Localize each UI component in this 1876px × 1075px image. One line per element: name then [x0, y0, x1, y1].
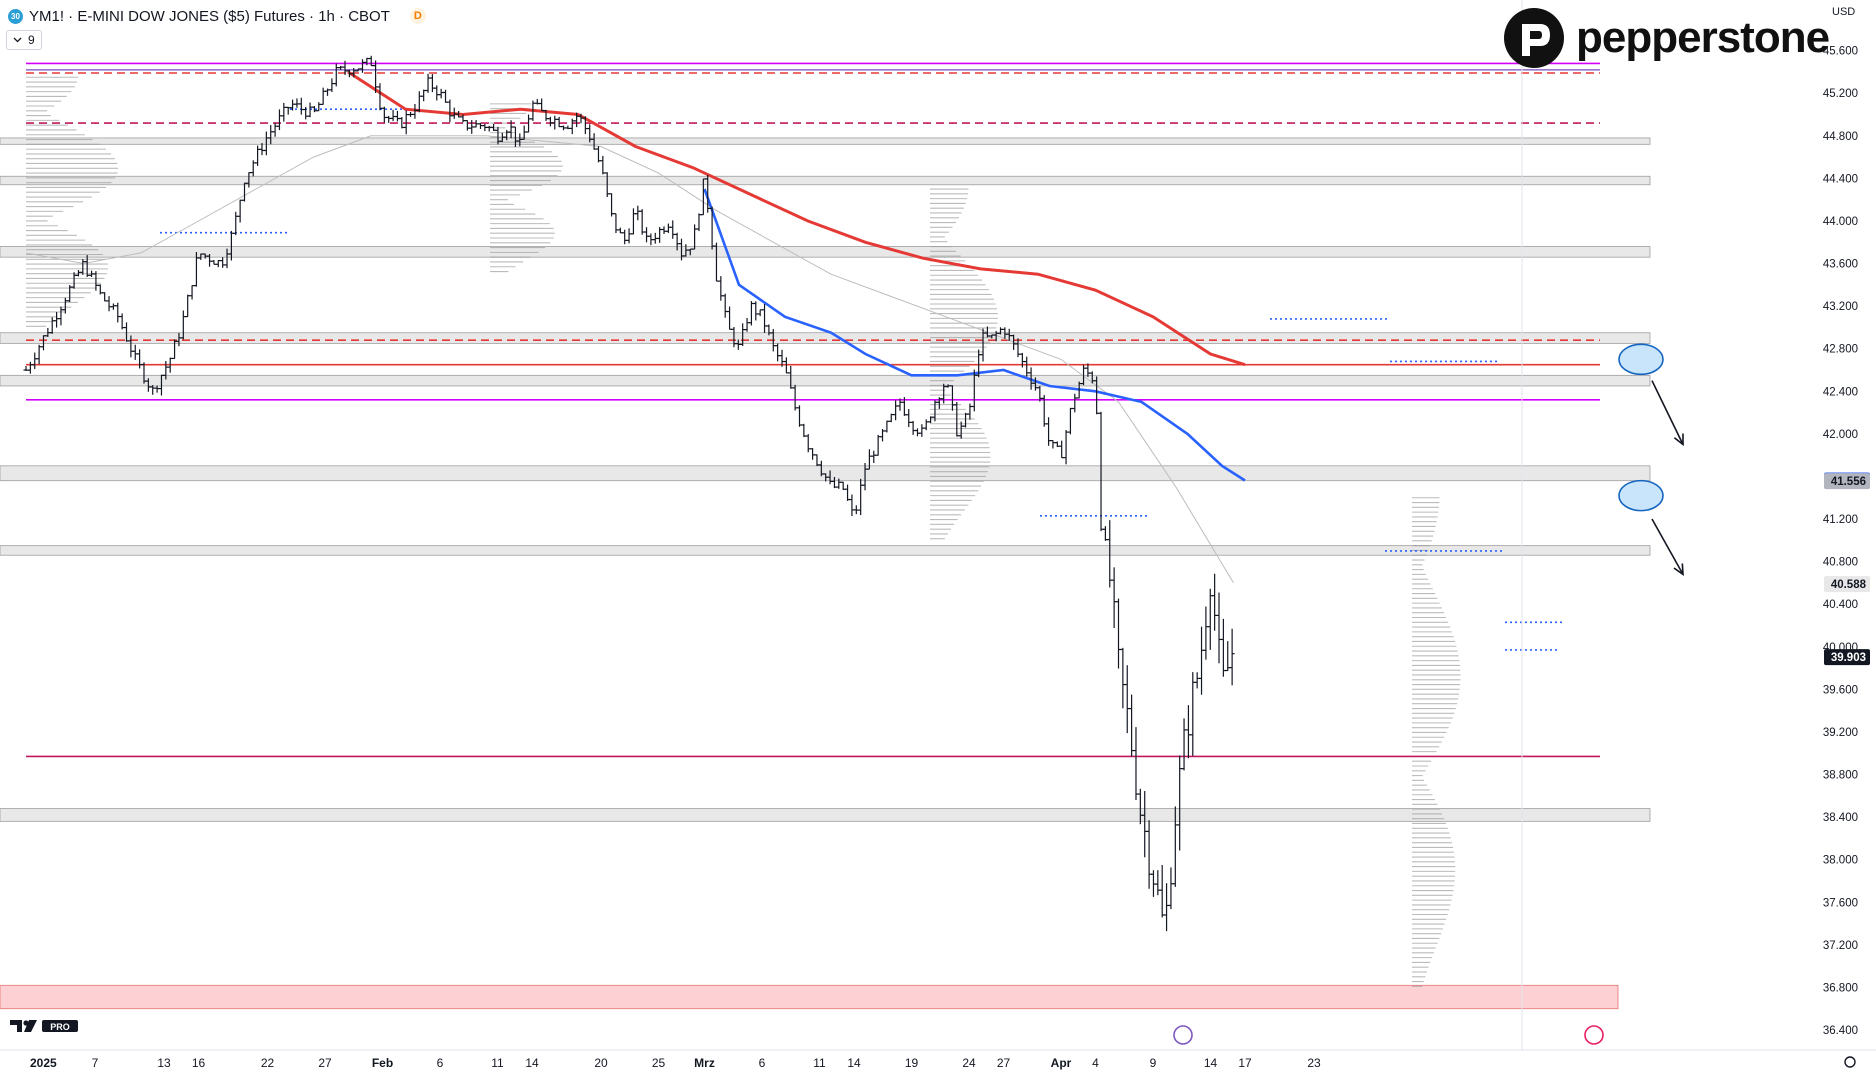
- logo-text: pepperstone: [1576, 13, 1830, 62]
- price-tick-label: 42.400: [1823, 386, 1858, 398]
- time-tick-label: 7: [92, 1056, 99, 1070]
- currency-label[interactable]: USD: [1832, 6, 1856, 18]
- symbol-badge: 30: [8, 8, 23, 24]
- pepperstone-logo-icon: [1504, 8, 1564, 68]
- time-tick-label: 6: [437, 1056, 444, 1070]
- price-tick-label: 45.200: [1823, 88, 1858, 100]
- time-tick-label: 11: [813, 1056, 826, 1070]
- candles-layer: [23, 55, 1235, 932]
- gray-zone: [0, 374, 1651, 387]
- time-tick-label: 11: [491, 1056, 504, 1070]
- highlight-ellipse: [1618, 479, 1664, 512]
- gray-zone: [0, 808, 1651, 822]
- price-badge-label: 41.556: [1831, 476, 1866, 488]
- moving-average-layer: [25, 70, 1246, 584]
- time-tick-label: Feb: [372, 1056, 393, 1070]
- price-tick-label: 40.400: [1823, 599, 1858, 611]
- price-badge: [1824, 473, 1870, 490]
- broker-logo: pepperstone: [1502, 6, 1830, 70]
- time-tick-label: 14: [1204, 1056, 1218, 1070]
- price-tick-label: 45.600: [1823, 46, 1858, 58]
- arrow-shaft: [1651, 518, 1684, 575]
- gray-zone: [0, 246, 1651, 258]
- price-tick-label: 39.600: [1823, 684, 1858, 696]
- svg-text:PRO: PRO: [50, 1022, 70, 1032]
- time-tick-label: 2025: [30, 1056, 57, 1070]
- price-tick-label: 43.200: [1823, 301, 1858, 313]
- price-tick-label: 37.600: [1823, 897, 1858, 909]
- price-badge-label: 40.588: [1831, 579, 1867, 591]
- time-tick-label: 24: [962, 1056, 976, 1070]
- moving-average-red: [347, 70, 1246, 367]
- time-tick-label: 13: [157, 1056, 171, 1070]
- delay-badge: D: [409, 8, 426, 24]
- time-tick-label: 23: [1307, 1056, 1321, 1070]
- level-lines-layer: [26, 62, 1600, 758]
- time-tick-label: 6: [759, 1056, 766, 1070]
- gray-zone: [0, 465, 1651, 482]
- time-tick-label: 14: [847, 1056, 861, 1070]
- gray-zone: [0, 175, 1651, 186]
- price-tick-label: 44.400: [1823, 173, 1858, 185]
- time-tick-label: 4: [1092, 1056, 1099, 1070]
- time-tick-label: 9: [1150, 1056, 1157, 1070]
- price-tick-label: 36.400: [1823, 1025, 1858, 1037]
- indicator-toggle[interactable]: 9: [6, 30, 42, 50]
- support-zone: [0, 984, 1619, 1010]
- time-tick-label: 14: [525, 1056, 539, 1070]
- arrow-head: [1673, 563, 1684, 576]
- chart-header: 30 YM1! · E-MINI DOW JONES ($5) Futures …: [8, 5, 426, 27]
- highlight-ellipse: [1618, 343, 1664, 376]
- arrow-shaft: [1651, 380, 1684, 445]
- time-tick-label: 25: [652, 1056, 666, 1070]
- price-tick-label: 38.800: [1823, 770, 1858, 782]
- price-tick-label: 44.000: [1823, 216, 1858, 228]
- time-tick-label: 16: [192, 1056, 206, 1070]
- price-badge-label: 39.903: [1831, 652, 1866, 664]
- time-tick-label: Mrz: [694, 1056, 715, 1070]
- event-marker-icon: [1173, 1025, 1193, 1045]
- tradingview-pro-logo-icon: PRO: [10, 1020, 78, 1032]
- price-tick-label: 38.000: [1823, 855, 1858, 867]
- price-tick-label: 42.800: [1823, 344, 1858, 356]
- moving-average-grey: [25, 135, 1234, 584]
- time-tick-label: 19: [905, 1056, 919, 1070]
- price-tick-label: 37.200: [1823, 940, 1858, 952]
- moving-average-blue: [703, 188, 1246, 482]
- price-tick-label: 43.600: [1823, 259, 1858, 271]
- annotation-layer: [1618, 343, 1684, 576]
- price-tick-label: 42.000: [1823, 429, 1858, 441]
- price-tick-label: 40.800: [1823, 557, 1858, 569]
- gray-zone: [0, 137, 1651, 145]
- chevron-down-icon: [13, 37, 22, 43]
- time-tick-label: 27: [318, 1056, 332, 1070]
- price-tick-label: 39.200: [1823, 727, 1858, 739]
- price-badge: [1824, 649, 1870, 666]
- arrow-head: [1673, 433, 1684, 447]
- time-tick-label: 22: [261, 1056, 275, 1070]
- price-tick-label: 44.800: [1823, 131, 1858, 143]
- time-tick-label: 17: [1238, 1056, 1252, 1070]
- time-tick-label: Apr: [1051, 1056, 1072, 1070]
- settings-gear-icon: [1844, 1056, 1856, 1068]
- tradingview-logo: PRO: [10, 1018, 80, 1039]
- price-badge: [1824, 576, 1870, 593]
- indicator-count: 9: [28, 33, 35, 47]
- price-tick-label: 36.800: [1823, 982, 1858, 994]
- price-tick-label: 41.200: [1823, 514, 1858, 526]
- gray-zone: [0, 332, 1651, 344]
- price-tick-label: 38.400: [1823, 812, 1858, 824]
- time-tick-label: 20: [594, 1056, 608, 1070]
- gray-zone: [0, 545, 1651, 556]
- lightning-event-icon: [1584, 1025, 1604, 1045]
- time-tick-label: 27: [997, 1056, 1011, 1070]
- chart-title[interactable]: YM1! · E-MINI DOW JONES ($5) Futures · 1…: [29, 7, 390, 25]
- volume-profile-layer: [26, 76, 1461, 987]
- zone-layer: [0, 137, 1651, 1010]
